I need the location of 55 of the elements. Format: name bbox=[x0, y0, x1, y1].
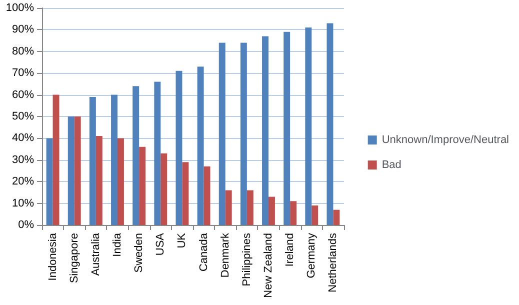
x-tick-label: India bbox=[112, 232, 124, 257]
bar bbox=[132, 86, 140, 225]
y-tick-label: 80% bbox=[12, 45, 34, 58]
bar bbox=[225, 190, 232, 225]
x-tick-label: Netherlands bbox=[327, 232, 340, 292]
bar bbox=[160, 153, 168, 225]
y-tick-label: 60% bbox=[12, 88, 34, 101]
bar bbox=[96, 136, 102, 225]
x-tick-label: Germany bbox=[306, 232, 318, 278]
legend-label: Unknown/Improve/Neutral bbox=[382, 134, 510, 146]
bar bbox=[240, 42, 247, 225]
bar bbox=[118, 138, 124, 225]
bar bbox=[333, 210, 340, 225]
bar bbox=[197, 66, 204, 225]
y-tick-label: 100% bbox=[6, 2, 34, 14]
x-tick-label: Philippines bbox=[240, 232, 253, 286]
x-tick-label: Singapore bbox=[68, 233, 80, 284]
x-tick-label: Indonesia bbox=[46, 232, 59, 281]
bar bbox=[284, 32, 290, 225]
y-tick-label: 40% bbox=[12, 132, 34, 144]
bar bbox=[246, 190, 254, 225]
bar bbox=[262, 36, 268, 225]
y-tick-label: 30% bbox=[12, 154, 34, 166]
bar bbox=[111, 94, 118, 225]
bar bbox=[268, 196, 275, 225]
y-tick-label: 20% bbox=[12, 176, 34, 188]
x-tick-label: UK bbox=[176, 232, 188, 248]
bar bbox=[74, 116, 81, 225]
x-tick-label: Sweden bbox=[133, 233, 146, 273]
bar bbox=[326, 23, 334, 225]
x-tick-label: Australia bbox=[90, 232, 102, 276]
legend-label: Bad bbox=[382, 159, 402, 171]
x-tick-label: Canada bbox=[198, 232, 210, 272]
x-tick-label: New Zealand bbox=[262, 233, 274, 298]
x-tick-label: Ireland bbox=[284, 233, 296, 267]
y-tick-label: 70% bbox=[12, 67, 34, 80]
y-tick-label: 90% bbox=[12, 24, 34, 36]
bar bbox=[218, 42, 226, 225]
y-tick-label: 10% bbox=[12, 197, 34, 210]
bar bbox=[139, 146, 146, 225]
y-tick-label: 50% bbox=[12, 110, 34, 122]
bar bbox=[68, 116, 74, 225]
bar bbox=[154, 82, 161, 225]
x-tick-label: Denmark bbox=[219, 232, 232, 278]
y-tick-label: 0% bbox=[18, 219, 34, 231]
bar bbox=[46, 138, 53, 225]
bar bbox=[52, 94, 60, 225]
bar bbox=[176, 70, 182, 225]
bar bbox=[89, 96, 96, 225]
x-tick-label: USA bbox=[154, 232, 167, 256]
bar bbox=[312, 205, 318, 225]
bar bbox=[182, 162, 189, 225]
bar bbox=[290, 201, 297, 225]
bar bbox=[305, 28, 312, 225]
bar bbox=[204, 166, 210, 225]
